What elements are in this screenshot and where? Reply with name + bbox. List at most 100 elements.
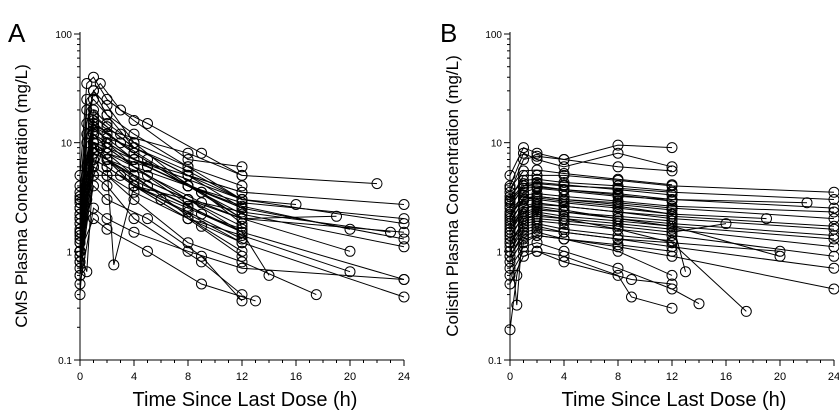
panel-b-x-axis-label: Time Since Last Dose (h) <box>562 389 787 411</box>
data-point <box>182 147 194 159</box>
data-point <box>801 197 813 209</box>
data-point <box>128 174 140 186</box>
series-line <box>79 174 405 298</box>
series-line <box>79 142 243 243</box>
data-point <box>626 291 637 303</box>
series-line <box>79 217 256 302</box>
data-point <box>398 199 410 210</box>
data-point <box>666 215 678 227</box>
data-point <box>236 161 248 173</box>
data-point <box>310 289 322 301</box>
panel-a: A CMS Plasma Concentration (mg/L) Time S… <box>8 18 410 411</box>
data-point <box>666 161 678 173</box>
data-point <box>88 71 99 83</box>
data-point <box>558 197 570 209</box>
data-point <box>518 178 529 190</box>
data-point <box>101 142 113 154</box>
data-point <box>531 177 543 188</box>
data-point <box>263 269 275 281</box>
data-point <box>531 230 543 241</box>
data-point <box>612 206 624 218</box>
data-point <box>81 78 93 89</box>
data-point <box>531 218 543 230</box>
x-tick-label: 12 <box>666 371 678 383</box>
y-tick-label: 1 <box>66 247 72 258</box>
x-tick-label: 8 <box>615 371 621 383</box>
panel-a-x-axis: 0 4 8 12 16 20 24 <box>77 359 410 383</box>
data-point <box>612 147 624 159</box>
x-tick-label: 12 <box>236 371 248 383</box>
data-point <box>236 233 248 245</box>
data-point <box>196 250 207 262</box>
data-point <box>142 118 153 129</box>
data-point <box>531 164 543 176</box>
data-point <box>828 233 839 245</box>
data-point <box>828 230 839 241</box>
y-tick-label: 10 <box>61 139 73 150</box>
data-point <box>612 173 624 185</box>
data-point <box>828 241 839 253</box>
data-point <box>518 223 529 235</box>
data-point <box>612 202 624 214</box>
data-point <box>626 274 637 285</box>
data-point <box>558 233 570 245</box>
data-point <box>558 161 570 173</box>
data-point <box>518 165 529 177</box>
data-point <box>236 245 248 257</box>
data-point <box>142 245 153 257</box>
series-line <box>79 116 243 200</box>
data-point <box>385 226 396 238</box>
series-line <box>509 223 673 244</box>
x-tick-label: 0 <box>77 371 83 383</box>
y-tick-label: 0.1 <box>488 356 502 367</box>
data-point <box>182 161 194 173</box>
data-point <box>236 206 248 218</box>
data-point <box>518 195 529 207</box>
series-line <box>509 198 673 222</box>
x-tick-label: 8 <box>185 371 191 383</box>
data-point <box>236 295 248 307</box>
data-point <box>128 226 140 238</box>
x-tick-label: 24 <box>828 371 839 383</box>
data-point <box>182 165 194 177</box>
data-point <box>666 269 678 281</box>
x-tick-label: 16 <box>720 371 732 383</box>
data-point <box>774 245 786 257</box>
data-point <box>182 245 194 257</box>
data-point <box>101 194 113 205</box>
data-point <box>828 220 839 232</box>
data-point <box>236 200 248 212</box>
data-point <box>236 186 248 198</box>
series-line <box>79 158 243 257</box>
data-point <box>236 226 248 238</box>
data-point <box>612 239 624 251</box>
data-point <box>612 199 624 210</box>
y-tick-label: 10 <box>491 139 503 150</box>
data-point <box>531 245 543 257</box>
data-point <box>531 194 543 205</box>
data-point <box>666 204 678 216</box>
data-point <box>518 230 529 241</box>
data-point <box>101 109 113 121</box>
data-point <box>612 195 624 207</box>
data-point <box>828 186 839 198</box>
data-point <box>531 150 543 162</box>
data-point <box>828 194 839 205</box>
data-point <box>398 274 410 285</box>
series-line <box>79 146 243 276</box>
data-point <box>666 223 678 235</box>
data-point <box>828 262 839 274</box>
series-line <box>509 231 673 257</box>
data-point <box>128 213 140 225</box>
x-tick-label: 24 <box>398 371 410 383</box>
data-point <box>398 241 410 253</box>
series-line <box>509 234 673 330</box>
series-line <box>509 155 673 193</box>
data-point <box>612 245 624 257</box>
data-point <box>344 266 356 278</box>
data-point <box>612 230 624 241</box>
panel-b: B Colistin Plasma Concentration (mg/L) T… <box>440 18 839 411</box>
data-point <box>666 200 678 212</box>
series-line <box>79 76 243 176</box>
data-point <box>531 206 543 218</box>
